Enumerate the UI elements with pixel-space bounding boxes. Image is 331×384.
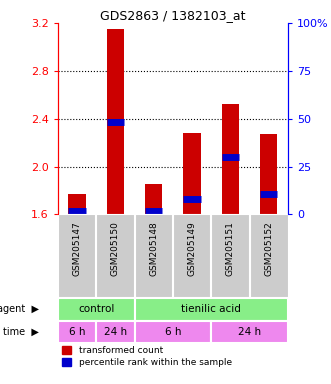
Text: 6 h: 6 h [165,327,181,337]
Bar [211,321,288,343]
Text: GSM205149: GSM205149 [188,221,197,276]
Bar [107,29,124,214]
Bar [260,134,277,214]
Text: GSM205152: GSM205152 [264,221,273,276]
Bar [222,104,239,214]
Bar [58,298,135,321]
Bar [58,321,96,343]
Bar [145,184,163,214]
Bar [69,194,86,214]
Text: GSM205150: GSM205150 [111,221,120,276]
Text: 6 h: 6 h [69,327,85,337]
Bar [96,321,135,343]
Text: GSM205151: GSM205151 [226,221,235,276]
Text: time  ▶: time ▶ [3,327,39,337]
Legend: transformed count, percentile rank within the sample: transformed count, percentile rank withi… [63,346,232,367]
Text: 24 h: 24 h [104,327,127,337]
Bar [183,133,201,214]
Text: tienilic acid: tienilic acid [181,305,241,314]
Text: GSM205147: GSM205147 [72,221,82,276]
Text: 24 h: 24 h [238,327,261,337]
Text: control: control [78,305,115,314]
Bar [135,321,211,343]
Text: agent  ▶: agent ▶ [0,305,39,314]
Bar [135,298,288,321]
Title: GDS2863 / 1382103_at: GDS2863 / 1382103_at [100,9,246,22]
Text: GSM205148: GSM205148 [149,221,158,276]
